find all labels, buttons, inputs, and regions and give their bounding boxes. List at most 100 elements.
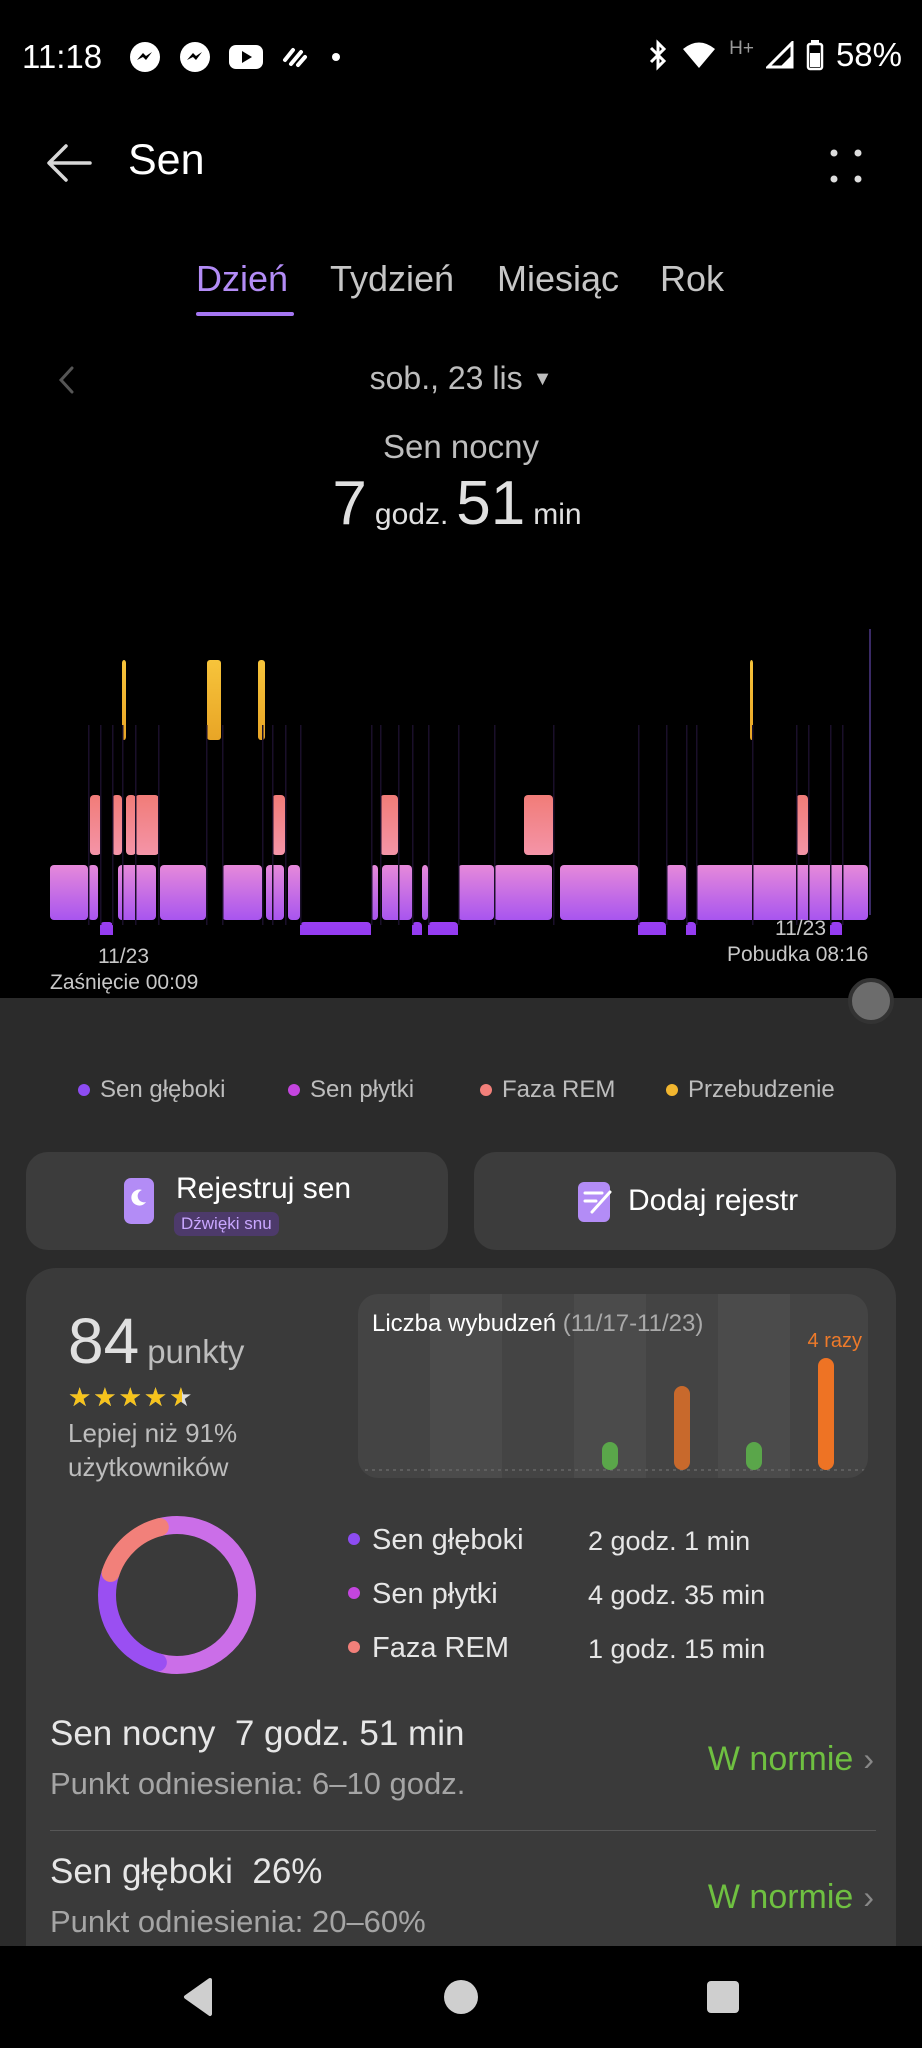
metric-title: Sen nocny 7 godz. 51 min xyxy=(50,1714,876,1754)
stage-legend: Sen głęboki Sen płytki Faza REM Przebudz… xyxy=(0,1076,922,1116)
hypno-transition xyxy=(553,725,555,925)
stage-light-row: Sen płytki xyxy=(348,1578,498,1611)
legend-label: Przebudzenie xyxy=(688,1076,835,1103)
more-dots-icon xyxy=(830,149,862,183)
hypno-rem-bar xyxy=(135,795,159,855)
stage-dot xyxy=(348,1641,360,1653)
messenger-icon xyxy=(130,42,160,72)
hypno-transition xyxy=(808,725,810,925)
star-rating: ★★★★★ ★★★★★ xyxy=(68,1382,195,1413)
record-sleep-button[interactable]: Rejestruj sen Dźwięki snu xyxy=(26,1152,448,1250)
hypno-transition xyxy=(696,725,698,925)
legend-awake: Przebudzenie xyxy=(666,1076,835,1104)
chevron-right-icon: › xyxy=(863,1879,874,1915)
tab-year[interactable]: Rok xyxy=(660,258,725,299)
previous-day-button[interactable] xyxy=(48,360,88,400)
hypno-transition xyxy=(796,725,798,925)
messenger-icon xyxy=(180,42,210,72)
hypno-light-bar xyxy=(382,865,412,920)
wakeups-chart[interactable]: Liczba wybudzeń (11/17-11/23) 4 razy xyxy=(358,1294,868,1478)
hypno-transition xyxy=(112,725,114,925)
metric-night-sleep[interactable]: Sen nocny 7 godz. 51 min Punkt odniesien… xyxy=(50,1714,876,1802)
back-button[interactable] xyxy=(44,140,104,190)
hypno-deep-bar xyxy=(300,922,371,980)
stars-fill: ★★★★★ xyxy=(68,1382,182,1412)
tab-day[interactable]: Dzień xyxy=(196,258,289,299)
metric-name: Sen głęboki xyxy=(50,1852,233,1891)
bluetooth-icon xyxy=(650,39,667,71)
hypno-transition xyxy=(285,725,287,925)
hypno-transition xyxy=(222,725,224,925)
hypno-transition xyxy=(300,725,302,925)
status-right: H+ 58% xyxy=(647,36,902,74)
nav-home-button[interactable] xyxy=(436,1972,486,2022)
date-selector[interactable]: sob., 23 lis ▼ xyxy=(0,360,922,397)
wakeups-count: 4 razy xyxy=(807,1330,862,1352)
stage-label: Sen płytki xyxy=(372,1578,498,1610)
metric-reference: Punkt odniesienia: 20–60% xyxy=(50,1904,426,1939)
notification-icons xyxy=(128,40,346,74)
wakeup-bars xyxy=(602,1358,834,1470)
hypno-transition xyxy=(135,725,137,925)
sleep-hypnogram[interactable]: 11/23 Zaśnięcie 00:09 11/23 Pobudka 08:1… xyxy=(0,615,922,994)
sleep-end-date: 11/23 xyxy=(775,917,826,940)
wakeups-title-text: Liczba wybudzeń xyxy=(372,1310,557,1337)
system-nav-bar xyxy=(0,1946,922,2048)
app-icon xyxy=(283,48,307,67)
hypno-light-bar xyxy=(494,865,552,920)
more-options-button[interactable] xyxy=(820,140,872,192)
wifi-icon xyxy=(683,42,716,68)
legend-dot xyxy=(666,1084,678,1096)
hypno-light-bar xyxy=(160,865,206,920)
period-tabs: Dzień Tydzień Miesiąc Rok xyxy=(0,252,922,322)
dot-icon xyxy=(332,53,340,61)
legend-label: Faza REM xyxy=(502,1076,616,1103)
sleep-end-label: Pobudka 08:16 xyxy=(727,943,869,966)
tab-month[interactable]: Miesiąc xyxy=(497,258,620,299)
hypno-transition xyxy=(272,725,274,925)
hypno-deep-bar xyxy=(830,922,842,980)
metric-status: W normie › xyxy=(708,1878,874,1917)
nav-recents-button[interactable] xyxy=(698,1972,748,2022)
stars-container: ★★★★★ ★★★★★ xyxy=(68,1382,195,1413)
hypno-transition xyxy=(842,725,844,925)
hypno-transition xyxy=(371,725,373,925)
tab-week[interactable]: Tydzień xyxy=(330,258,455,299)
sleep-start-label: Zaśnięcie 00:09 xyxy=(50,971,199,994)
add-record-button[interactable]: Dodaj rejestr xyxy=(474,1152,896,1250)
hypno-wake-bar xyxy=(122,660,126,740)
sheet-drag-handle[interactable] xyxy=(848,978,894,1024)
legend-deep: Sen głęboki xyxy=(78,1076,225,1104)
metric-status-text: W normie xyxy=(707,1878,854,1916)
arrow-left-icon xyxy=(47,144,92,182)
hypno-transition xyxy=(380,725,382,925)
square-recents-icon xyxy=(707,1981,739,2013)
hypno-rem-bar xyxy=(272,795,285,855)
hypno-transition xyxy=(398,725,400,925)
score-comparison: Lepiej niż 91% użytkowników xyxy=(68,1416,237,1484)
edit-note-icon xyxy=(578,1182,612,1222)
hypno-transition xyxy=(412,725,414,925)
hypno-transition xyxy=(830,725,832,925)
hypno-light-bar xyxy=(222,865,262,920)
comparison-line-1: Lepiej niż 91% xyxy=(68,1418,238,1448)
youtube-icon xyxy=(229,45,263,69)
metric-reference: Punkt odniesienia: 6–10 godz. xyxy=(50,1766,466,1801)
stage-label: Faza REM xyxy=(372,1632,509,1664)
wakeups-range: (11/17-11/23) xyxy=(562,1310,704,1337)
metric-divider xyxy=(50,1830,876,1831)
hypno-transition xyxy=(158,725,160,925)
hypno-light-bar xyxy=(88,865,98,920)
hypno-deep-bar xyxy=(428,922,458,980)
sleep-score: 84 punkty xyxy=(68,1304,244,1378)
legend-label: Sen głęboki xyxy=(100,1076,226,1103)
hypno-light-bar xyxy=(371,865,378,920)
hypnogram-bars xyxy=(50,660,868,980)
battery-icon xyxy=(806,40,824,71)
metric-deep-sleep[interactable]: Sen głęboki 26% Punkt odniesienia: 20–60… xyxy=(50,1852,876,1940)
metric-name: Sen nocny xyxy=(50,1714,216,1753)
circle-home-icon xyxy=(444,1980,478,2014)
nav-back-button[interactable] xyxy=(174,1972,224,2022)
